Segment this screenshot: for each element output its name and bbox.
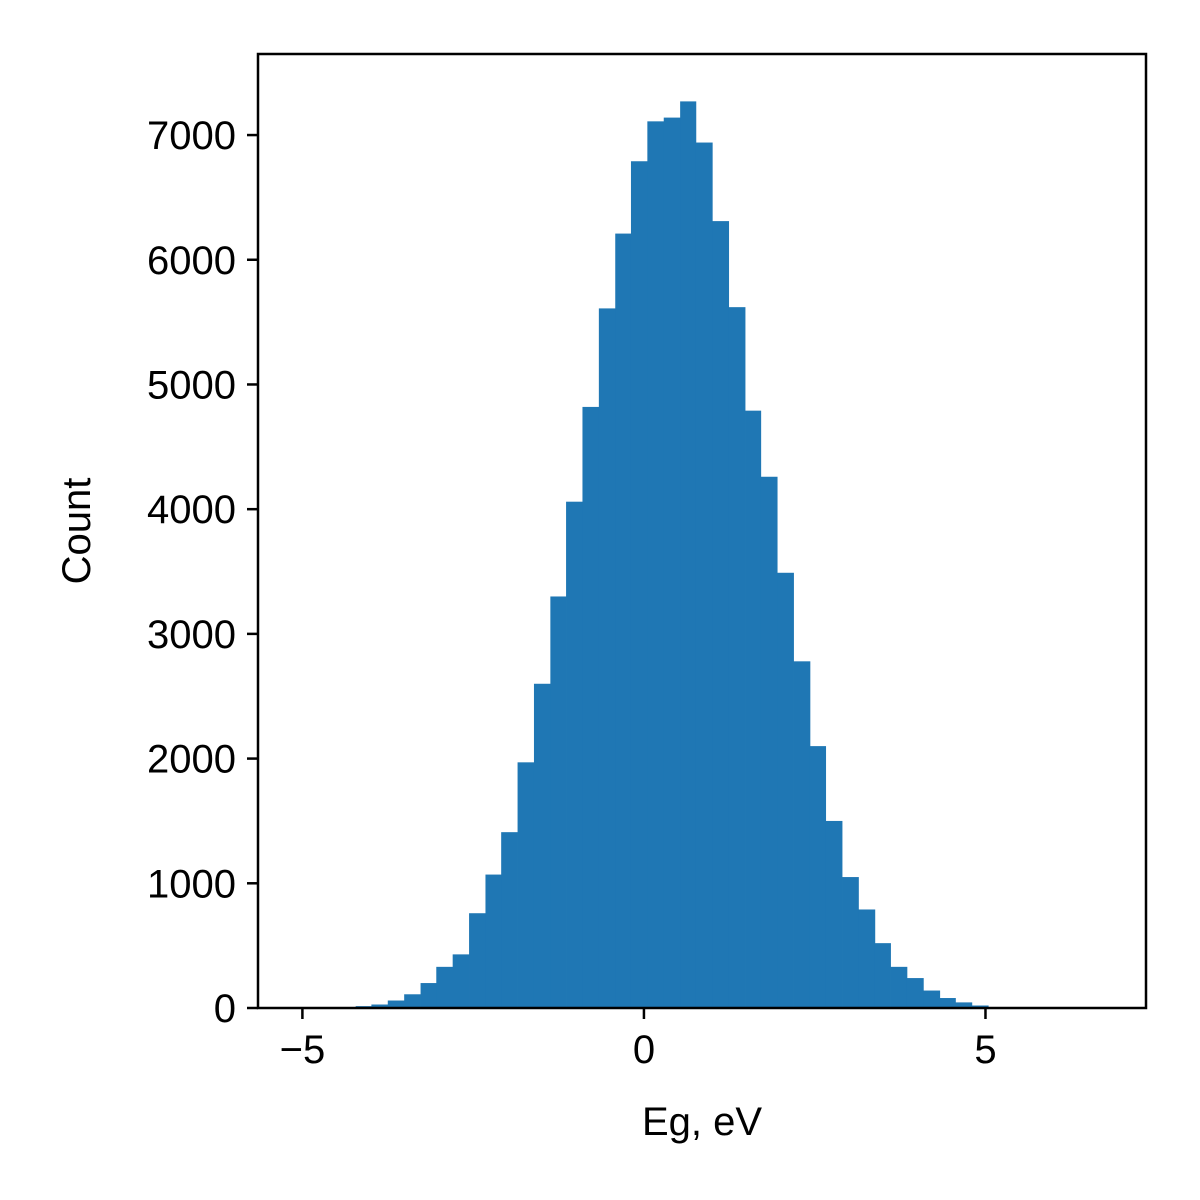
y-tick-label: 0: [214, 987, 236, 1031]
histogram-bar: [858, 909, 876, 1008]
histogram-bar: [566, 501, 583, 1008]
histogram-bar: [712, 221, 730, 1008]
y-tick-label: 5000: [147, 363, 236, 407]
histogram-bar: [630, 161, 648, 1008]
histogram-bar: [890, 966, 908, 1008]
histogram-bar: [728, 307, 746, 1008]
histogram-bar: [533, 683, 551, 1008]
y-tick-label: 1000: [147, 862, 236, 906]
x-axis-label: Eg, eV: [642, 1100, 762, 1144]
histogram-bar: [695, 142, 713, 1008]
histogram-bar: [517, 762, 535, 1008]
histogram-bar: [615, 233, 632, 1008]
histogram-bar: [825, 820, 843, 1008]
x-axis-ticks: −5 0 5: [280, 1008, 997, 1072]
histogram-bar: [469, 913, 486, 1008]
histogram-bar: [582, 406, 600, 1009]
histogram-bar: [955, 1002, 973, 1008]
x-tick-label: 5: [974, 1028, 996, 1072]
y-tick-label: 3000: [147, 613, 236, 657]
histogram-bar: [760, 476, 778, 1008]
histogram-bar: [923, 990, 941, 1008]
histogram-bar: [550, 596, 567, 1008]
x-tick-label: −5: [280, 1028, 326, 1072]
histogram-bar: [647, 121, 665, 1008]
histogram-bar: [793, 661, 811, 1008]
histogram-bar: [420, 983, 437, 1008]
histogram-bar: [485, 874, 502, 1008]
histogram-bar: [939, 998, 956, 1008]
histogram-bars: [306, 101, 1006, 1009]
histogram-bar: [874, 943, 891, 1008]
histogram-bar: [501, 832, 518, 1008]
y-tick-label: 6000: [147, 239, 236, 283]
x-tick-label: 0: [633, 1028, 655, 1072]
histogram-bar: [387, 1000, 405, 1008]
histogram-bar: [680, 101, 697, 1008]
histogram-bar: [436, 966, 454, 1008]
y-tick-label: 2000: [147, 738, 236, 782]
histogram-bar: [809, 746, 827, 1008]
histogram-bar: [906, 978, 924, 1008]
y-axis-label: Count: [55, 478, 99, 585]
histogram-bar: [777, 572, 794, 1008]
histogram-bar: [404, 994, 421, 1008]
histogram-bar: [452, 954, 470, 1008]
y-tick-label: 4000: [147, 488, 236, 532]
histogram-bar: [663, 117, 681, 1009]
histogram-bar: [745, 410, 762, 1008]
plot-area-frame: [256, 52, 1148, 1010]
histogram-bar: [371, 1004, 389, 1008]
y-axis-ticks: 0 1000 2000 3000 4000 5000 6000 7000: [147, 114, 258, 1031]
y-tick-label: 7000: [147, 114, 236, 158]
histogram-bar: [598, 308, 616, 1008]
histogram-bar: [842, 877, 859, 1008]
